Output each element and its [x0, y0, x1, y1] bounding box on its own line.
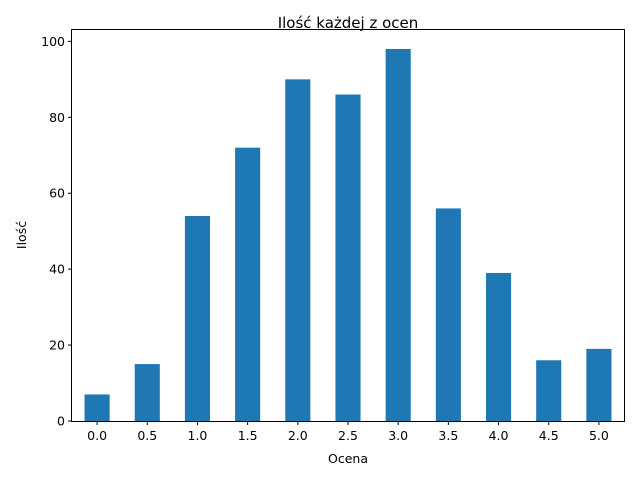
x-tick-label: 1.5: [238, 428, 258, 443]
bar-2.5: [335, 94, 361, 421]
bar-4.0: [486, 272, 512, 421]
x-tick-label: 2.5: [338, 428, 358, 443]
bar-1.5: [235, 147, 261, 421]
x-tick-label: 1.0: [188, 428, 208, 443]
x-tick-label: 3.0: [388, 428, 408, 443]
x-tick-label: 0.0: [87, 428, 107, 443]
x-tick-label: 5.0: [589, 428, 609, 443]
x-tick-label: 4.0: [489, 428, 509, 443]
x-tick-label: 3.5: [438, 428, 458, 443]
bar-0.0: [84, 394, 110, 421]
bar-2.0: [285, 79, 311, 421]
y-tick-label: 80: [49, 110, 65, 125]
bar-3.0: [385, 48, 411, 421]
chart-title: Ilość każdej z ocen: [278, 14, 419, 32]
bar-1.0: [184, 216, 210, 421]
x-ticks-layer: 0.0 0.5 1.0 1.5 2.0 2.5 3.0 3.5 4.0 4.5 5.0: [87, 421, 609, 443]
y-tick-label: 60: [49, 186, 65, 201]
y-tick-label: 100: [41, 34, 65, 49]
x-tick-label: 4.5: [539, 428, 559, 443]
bar-4.5: [536, 360, 562, 421]
y-axis-label: Ilość: [14, 221, 29, 249]
bar-5.0: [586, 348, 612, 421]
bars-layer: [84, 48, 612, 421]
x-tick-label: 2.0: [288, 428, 308, 443]
plot-frame: [71, 29, 625, 422]
x-tick-label: 0.5: [137, 428, 157, 443]
y-tick-label: 20: [49, 338, 65, 353]
bar-0.5: [134, 364, 160, 421]
y-tick-label: 0: [57, 414, 65, 429]
y-tick-label: 40: [49, 262, 65, 277]
x-axis-label: Ocena: [328, 451, 368, 466]
y-ticks-layer: 0 20 40 60 80 100: [41, 34, 72, 429]
bar-3.5: [435, 208, 461, 421]
